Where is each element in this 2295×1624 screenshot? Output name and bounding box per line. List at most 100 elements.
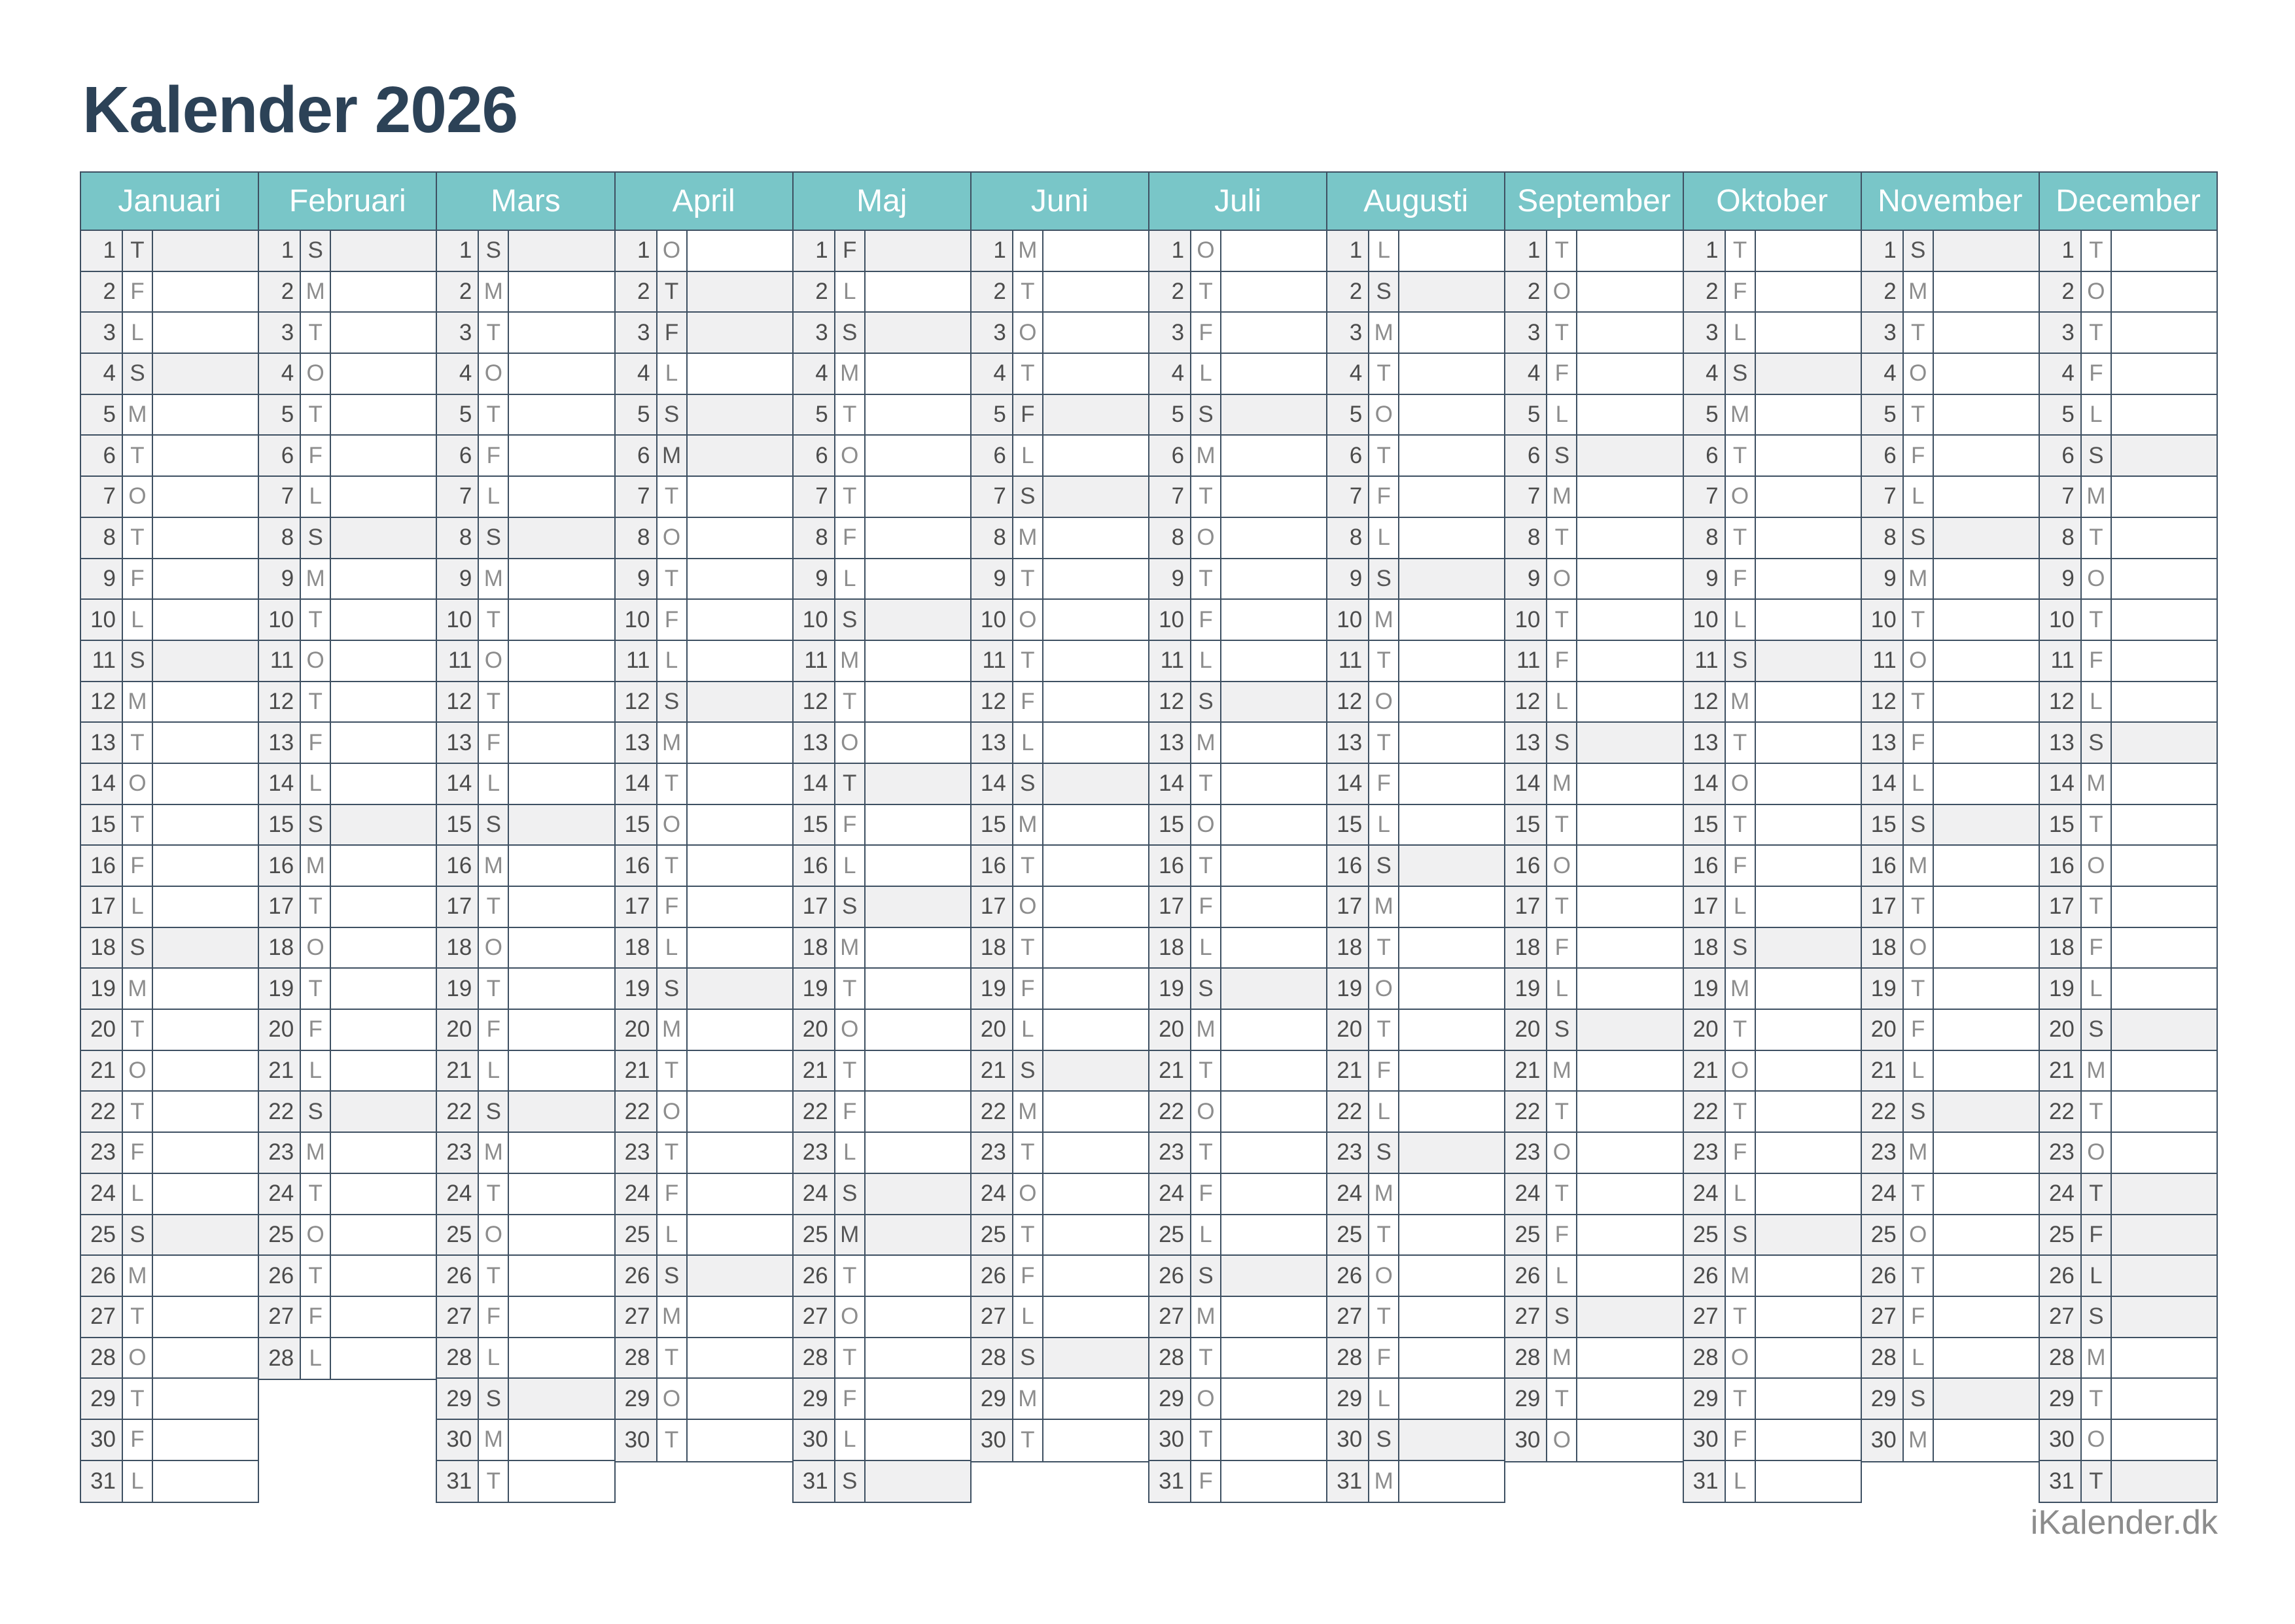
day-letter: F [2081, 1215, 2112, 1255]
day-notes [509, 927, 614, 968]
day-letter: F [1547, 1215, 1578, 1255]
day-letter: T [835, 1256, 866, 1296]
day-number: 6 [81, 436, 123, 476]
day-letter: T [1369, 1010, 1400, 1050]
day-letter: L [1013, 1296, 1043, 1337]
day-letter: T [1369, 723, 1400, 763]
day-notes [1755, 394, 1861, 435]
day-notes [687, 1256, 792, 1296]
day-letter: F [1191, 1460, 1222, 1502]
day-number: 1 [437, 231, 480, 271]
day-row: 26 O [1327, 1256, 1505, 1297]
day-row: 11 T [1327, 640, 1505, 682]
day-row: 13 F [1861, 723, 2039, 764]
day-notes [1933, 477, 2039, 517]
day-row: 27 M [615, 1296, 792, 1338]
day-letter: L [123, 600, 153, 640]
day-row: 29 T [1505, 1379, 1683, 1420]
month-column-augusti: Augusti 1 L 2 S 3 M 4 T 5 O 6 T 7 F 8 L 9 S 10 M 11 T 12 O 13 T 14 F… [1326, 171, 1506, 1504]
day-letter: M [835, 1215, 866, 1255]
day-notes [2111, 1296, 2217, 1337]
day-letter: M [1191, 1010, 1222, 1050]
day-number: 7 [1861, 477, 1904, 517]
day-row: 23 M [259, 1133, 436, 1174]
day-notes [687, 313, 792, 353]
day-number: 23 [793, 1133, 835, 1173]
day-notes [865, 517, 970, 558]
day-notes [1933, 313, 2039, 353]
day-notes [153, 1133, 258, 1173]
day-notes [1043, 1256, 1149, 1296]
day-letter: F [1369, 763, 1400, 804]
day-number: 17 [971, 887, 1013, 927]
day-letter: M [1547, 1050, 1578, 1091]
day-notes [1043, 804, 1149, 845]
day-number: 11 [1149, 640, 1192, 681]
day-number: 7 [81, 477, 123, 517]
day-notes [1755, 354, 1861, 394]
day-number: 22 [259, 1092, 302, 1132]
day-letter: L [479, 477, 510, 517]
day-notes [1399, 271, 1505, 312]
day-number: 20 [793, 1010, 835, 1050]
day-letter: S [1191, 1256, 1222, 1296]
day-notes [1577, 846, 1683, 886]
day-notes [1933, 1296, 2039, 1337]
day-letter: F [1547, 927, 1578, 968]
day-notes [153, 1173, 258, 1214]
day-number: 4 [1149, 354, 1192, 394]
day-number: 5 [81, 394, 123, 435]
day-letter: L [1725, 1460, 1756, 1502]
day-letter: S [1725, 640, 1756, 681]
day-row: 28 O [81, 1338, 258, 1379]
day-letter: F [479, 1010, 510, 1050]
day-notes [1399, 763, 1505, 804]
day-number: 10 [615, 600, 657, 640]
day-row: 18 S [1683, 927, 1861, 969]
day-row: 12 T [437, 682, 614, 723]
day-notes [153, 640, 258, 681]
day-letter: T [1013, 927, 1043, 968]
day-notes [1043, 682, 1149, 722]
day-letter: L [1903, 1050, 1934, 1091]
day-number: 17 [1327, 887, 1370, 927]
month-column-februari: Februari 1 S 2 M 3 T 4 O 5 T 6 F 7 L 8 S 9 M 10 T 11 O 12 T 13 F 14… [258, 171, 438, 1381]
day-number: 22 [1505, 1092, 1548, 1132]
day-notes [1399, 1173, 1505, 1214]
day-letter: M [1547, 477, 1578, 517]
day-number: 24 [971, 1173, 1013, 1214]
day-letter: F [1369, 1338, 1400, 1378]
month-header: Mars [437, 173, 614, 231]
day-letter: L [1369, 517, 1400, 558]
day-letter: L [835, 271, 866, 312]
day-number: 6 [2039, 436, 2082, 476]
day-number: 25 [437, 1215, 480, 1255]
day-row: 12 F [971, 682, 1149, 723]
day-number: 3 [259, 313, 302, 353]
day-number: 21 [1861, 1050, 1904, 1091]
day-notes [1399, 1419, 1505, 1460]
day-number: 30 [2039, 1419, 2082, 1460]
day-letter: T [301, 313, 332, 353]
day-letter: O [1547, 1419, 1578, 1461]
day-row: 21 M [1505, 1050, 1683, 1092]
month-column-januari: Januari 1 T 2 F 3 L 4 S 5 M 6 T 7 O 8 T 9 F 10 L 11 S 12 M 13 T 14 O… [80, 171, 260, 1504]
day-notes [2111, 354, 2217, 394]
day-letter: M [2081, 477, 2112, 517]
day-letter: F [2081, 640, 2112, 681]
day-number: 31 [793, 1460, 835, 1502]
day-letter: S [301, 1092, 332, 1132]
day-letter: O [1547, 846, 1578, 886]
day-notes [687, 1215, 792, 1255]
